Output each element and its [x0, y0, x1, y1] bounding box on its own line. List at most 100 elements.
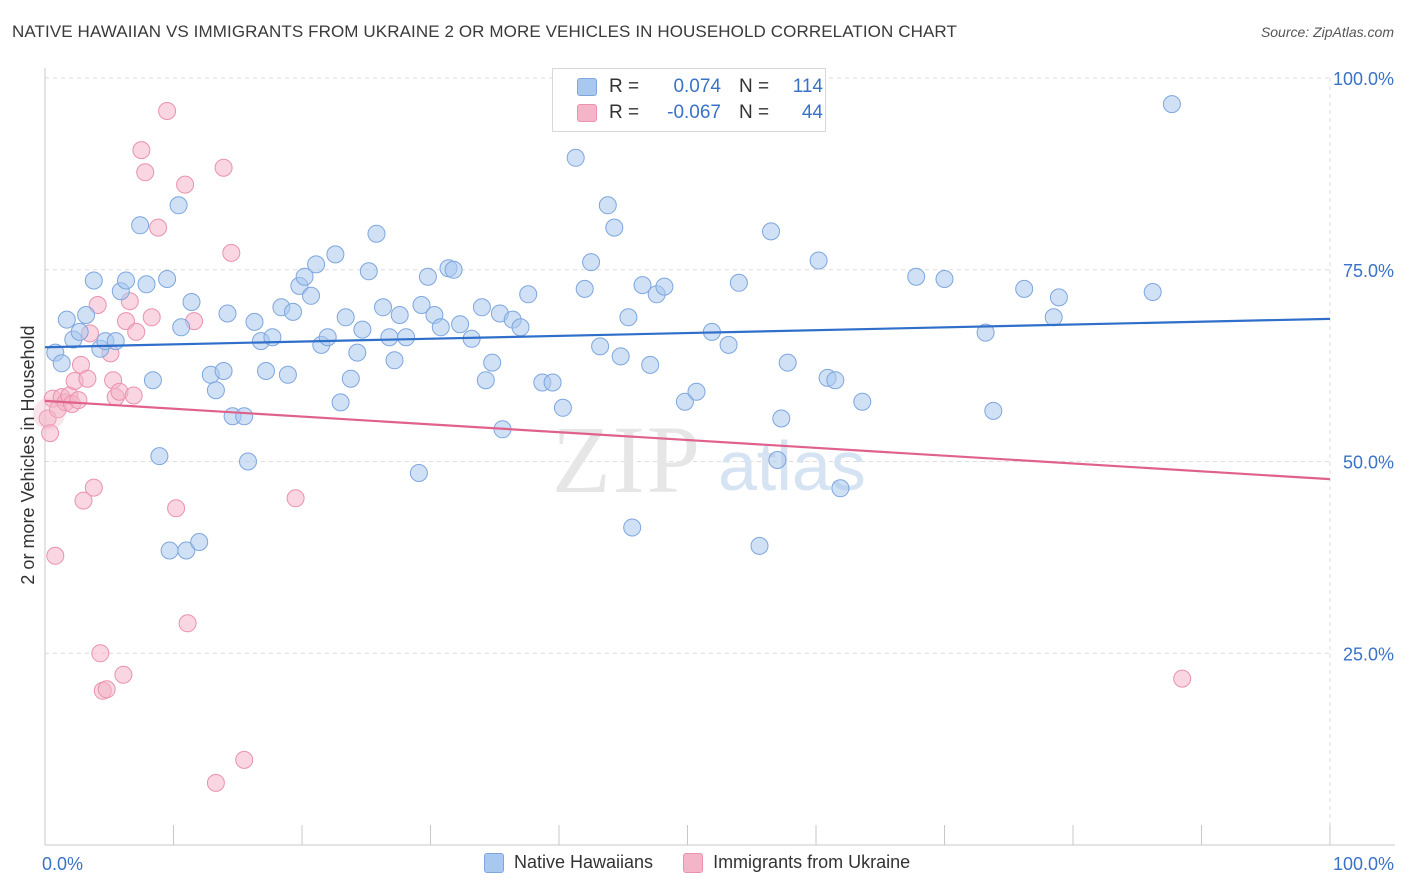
- ukraine-point: [114, 665, 133, 684]
- hawaiian-point: [935, 270, 954, 288]
- legend-swatch-pink: [683, 852, 704, 873]
- legend-item-hawaiian[interactable]: Native Hawaiians: [484, 852, 653, 873]
- ukraine-point: [176, 175, 195, 194]
- source-credit: Source: ZipAtlas.com: [1260, 24, 1394, 40]
- hawaiian-point: [318, 328, 337, 347]
- hawaiian-point: [623, 518, 642, 537]
- hawaiian-point: [77, 306, 96, 324]
- ukraine-point: [1173, 669, 1192, 688]
- hawaiian-point: [582, 253, 601, 272]
- hawaiian-point: [385, 351, 404, 370]
- hawaiian-point: [331, 393, 350, 412]
- hawaiian-point: [397, 328, 416, 347]
- hawaiian-point: [257, 362, 275, 380]
- trend-line-hawaiian: [44, 317, 1331, 349]
- hawaiian-point: [190, 533, 209, 551]
- y-tick-label: 75.0%: [1343, 261, 1394, 281]
- hawaiian-point: [239, 452, 257, 471]
- x-tick-label: 100.0%: [1333, 854, 1394, 874]
- legend-row-hawaiian: R = 0.074 N = 114: [577, 75, 823, 99]
- hawaiian-point: [1143, 283, 1162, 301]
- ukraine-point: [206, 773, 225, 792]
- ukraine-point: [149, 218, 168, 237]
- series-legend: Native Hawaiians Immigrants from Ukraine: [484, 852, 940, 873]
- hawaiian-point: [245, 312, 264, 331]
- hawaiian-point: [143, 371, 162, 390]
- ukraine-point: [91, 644, 110, 663]
- ukraine-point: [46, 546, 65, 565]
- chart-title: NATIVE HAWAIIAN VS IMMIGRANTS FROM UKRAI…: [12, 22, 957, 41]
- hawaiian-point: [575, 279, 594, 298]
- hawaiian-point: [409, 464, 428, 482]
- hawaiian-point: [57, 310, 76, 329]
- ukraine-point: [222, 243, 241, 262]
- hawaiian-point: [826, 371, 845, 390]
- hawaiian-point: [853, 392, 872, 411]
- hawaiian-point: [137, 275, 156, 294]
- hawaiian-point: [341, 369, 360, 388]
- hawaiian-point: [353, 320, 372, 339]
- hawaiian-point: [598, 196, 617, 215]
- hawaiian-point: [284, 302, 302, 321]
- hawaiian-point: [633, 276, 652, 295]
- legend-r-label: R =: [609, 76, 640, 97]
- hawaiian-point: [566, 148, 585, 167]
- hawaiian-point: [169, 196, 188, 215]
- hawaiian-point: [160, 541, 179, 560]
- y-axis-label: 2 or more Vehicles in Household: [18, 325, 38, 584]
- hawaiian-point: [235, 407, 254, 426]
- hawaiian-point: [131, 216, 150, 235]
- hawaiian-point: [641, 355, 660, 374]
- ukraine-point: [178, 614, 197, 633]
- correlation-legend: R = 0.074 N = 114 R = -0.067 N = 44: [552, 68, 826, 132]
- hawaiian-point: [380, 328, 399, 347]
- hawaiian-point: [295, 267, 314, 286]
- hawaiian-point: [52, 354, 71, 373]
- hawaiian-point: [511, 318, 530, 337]
- axes: [44, 68, 1395, 846]
- y-tick-label: 50.0%: [1343, 453, 1394, 473]
- hawaiian-point: [412, 296, 431, 314]
- hawaiian-point: [1015, 279, 1034, 298]
- legend-r-value: -0.067: [667, 102, 721, 123]
- hawaiian-point: [778, 353, 797, 372]
- hawaiian-point: [177, 541, 196, 560]
- hawaiian-point: [106, 332, 125, 351]
- hawaiian-point: [214, 362, 233, 380]
- hawaiian-point: [591, 337, 610, 356]
- hawaiian-point: [307, 255, 326, 274]
- ukraine-point: [97, 680, 116, 699]
- ukraine-point: [158, 102, 177, 120]
- ukraine-point: [41, 424, 60, 443]
- ukraine-point: [136, 163, 155, 182]
- series-hawaiian-points: [46, 95, 1181, 560]
- hawaiian-point: [519, 285, 538, 304]
- hawaiian-point: [348, 343, 367, 362]
- hawaiian-point: [117, 271, 135, 290]
- hawaiian-point: [729, 273, 748, 292]
- hawaiian-point: [390, 306, 409, 324]
- hawaiian-point: [762, 222, 780, 241]
- hawaiian-point: [719, 335, 738, 354]
- legend-row-ukraine: R = -0.067 N = 44: [577, 101, 823, 125]
- legend-n-label: N =: [739, 102, 770, 123]
- hawaiian-point: [768, 451, 787, 469]
- ukraine-point: [142, 308, 161, 327]
- hawaiian-point: [70, 322, 89, 341]
- hawaiian-point: [809, 251, 828, 270]
- ukraine-point: [88, 296, 107, 314]
- ukraine-point: [167, 499, 186, 518]
- watermark-zip: ZIP: [552, 406, 702, 513]
- ukraine-point: [69, 391, 88, 410]
- hawaiian-point: [172, 318, 191, 337]
- hawaiian-point: [772, 409, 791, 428]
- hawaiian-point: [451, 315, 470, 334]
- ukraine-point: [74, 491, 93, 510]
- ukraine-point: [124, 386, 143, 405]
- legend-r-value: 0.074: [673, 76, 721, 97]
- hawaiian-point: [1044, 308, 1063, 327]
- ukraine-point: [78, 369, 97, 388]
- hawaiian-point: [444, 260, 463, 279]
- legend-item-ukraine[interactable]: Immigrants from Ukraine: [683, 852, 910, 873]
